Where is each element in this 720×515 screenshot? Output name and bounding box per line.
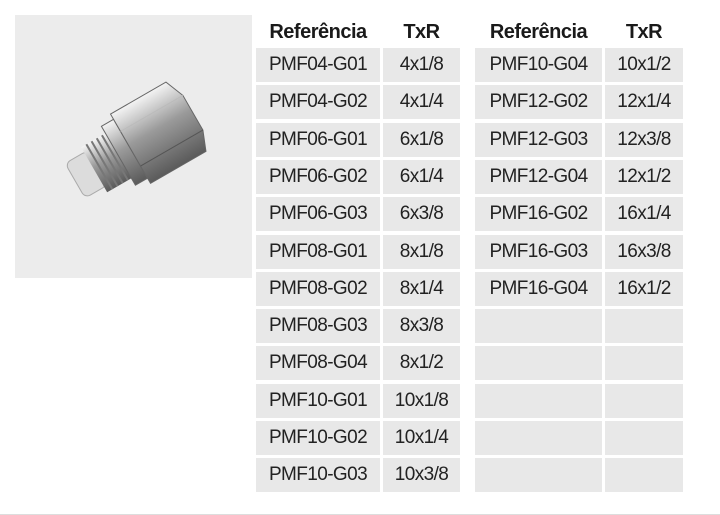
txr-cell: 4x1/8	[383, 48, 460, 82]
reference-cell: PMF06-G03	[256, 197, 380, 232]
reference-cell: PMF12-G04	[475, 159, 602, 194]
reference-cell: PMF16-G03	[475, 234, 602, 269]
txr-cell: 10x1/8	[383, 383, 460, 418]
empty-cell	[605, 346, 683, 381]
reference-cell: PMF10-G02	[256, 421, 380, 455]
txr-cell: 12x3/8	[605, 122, 683, 157]
reference-cell: PMF12-G03	[475, 122, 602, 157]
empty-cell	[475, 346, 602, 381]
empty-cell	[475, 309, 602, 344]
empty-cell	[605, 309, 683, 344]
empty-cell	[475, 421, 602, 455]
column-header: Referência	[269, 20, 367, 43]
empty-cell	[475, 383, 602, 418]
reference-cell: PMF08-G04	[256, 346, 380, 381]
txr-cell: 8x1/8	[383, 234, 460, 269]
txr-cell: 16x1/2	[605, 271, 683, 306]
reference-cell: PMF06-G02	[256, 159, 380, 194]
reference-cell: PMF08-G03	[256, 309, 380, 344]
empty-cell	[605, 458, 683, 493]
reference-cell: PMF06-G01	[256, 122, 380, 157]
txr-cell: 10x3/8	[383, 458, 460, 493]
column-header: TxR	[625, 20, 663, 43]
txr-cell: 4x1/4	[383, 85, 460, 120]
empty-cell	[605, 421, 683, 455]
reference-cell: PMF16-G04	[475, 271, 602, 306]
reference-cell: PMF10-G04	[475, 48, 602, 82]
column-header: TxR	[403, 20, 440, 43]
txr-cell: 6x3/8	[383, 197, 460, 232]
txr-cell: 12x1/2	[605, 159, 683, 194]
txr-cell: 6x1/8	[383, 122, 460, 157]
txr-cell: 6x1/4	[383, 159, 460, 194]
reference-cell: PMF10-G01	[256, 383, 380, 418]
txr-cell: 16x3/8	[605, 234, 683, 269]
txr-cell: 8x1/4	[383, 271, 460, 306]
txr-cell: 16x1/4	[605, 197, 683, 232]
reference-cell: PMF16-G02	[475, 197, 602, 232]
reference-cell: PMF12-G02	[475, 85, 602, 120]
reference-cell: PMF10-G03	[256, 458, 380, 493]
txr-cell: 8x3/8	[383, 309, 460, 344]
txr-cell: 12x1/4	[605, 85, 683, 120]
empty-cell	[605, 383, 683, 418]
empty-cell	[475, 458, 602, 493]
txr-cell: 10x1/2	[605, 48, 683, 82]
reference-cell: PMF08-G01	[256, 234, 380, 269]
txr-cell: 10x1/4	[383, 421, 460, 455]
reference-cell: PMF04-G02	[256, 85, 380, 120]
reference-cell: PMF04-G01	[256, 48, 380, 82]
product-image	[15, 15, 252, 278]
column-header: Referência	[489, 20, 588, 43]
reference-cell: PMF08-G02	[256, 271, 380, 306]
txr-cell: 8x1/2	[383, 346, 460, 381]
